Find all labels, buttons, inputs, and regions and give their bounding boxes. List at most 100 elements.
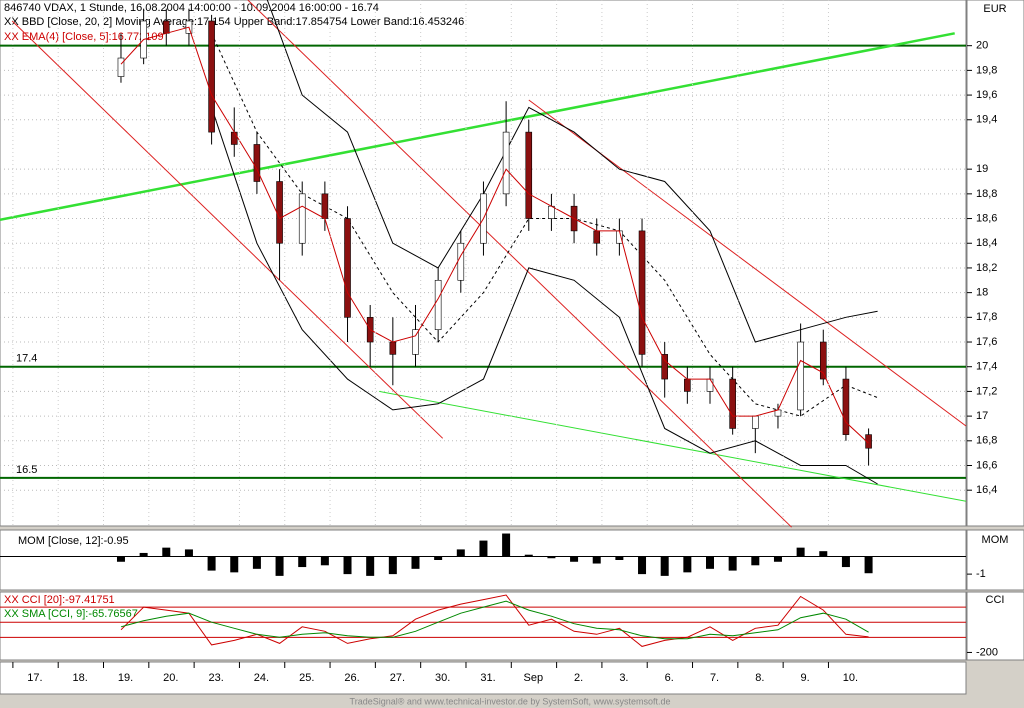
mom-bar	[841, 556, 850, 568]
y-tick-label: 16,4	[976, 484, 997, 496]
candle-body	[548, 205, 555, 219]
x-tick-label: 10.	[843, 672, 858, 684]
x-tick-label: 23.	[208, 672, 223, 684]
candle-body	[525, 131, 533, 219]
mom-bar	[773, 556, 782, 562]
candle-body	[684, 378, 691, 392]
mom-bar	[819, 551, 828, 557]
y-tick-label: 19,4	[976, 114, 997, 126]
axis-label: MOM	[982, 534, 1009, 546]
level-label: 17.4	[16, 353, 37, 365]
y-tick-label: -1	[976, 568, 986, 580]
trend-line	[11, 20, 444, 439]
mom-bar	[275, 556, 284, 576]
x-tick-label: 17.	[27, 672, 42, 684]
cci-axis	[966, 591, 1024, 661]
mom-bar	[796, 547, 805, 557]
y-tick-label: 17	[976, 410, 988, 422]
x-tick-label: Sep	[524, 672, 544, 684]
mom-bar	[252, 556, 261, 569]
bands-legend: XX BBD [Close, 20, 2] Moving Average:17.…	[4, 16, 464, 28]
mom-bar	[343, 556, 352, 575]
candle-body	[321, 193, 329, 219]
mom-bar	[388, 556, 397, 575]
price-panel	[0, 0, 967, 527]
y-tick-label: 18,8	[976, 188, 997, 200]
mom-legend: MOM [Close, 12]:-0.95	[18, 535, 129, 547]
candle-body	[117, 57, 125, 77]
candle-body	[434, 279, 442, 330]
trend-line	[0, 32, 955, 222]
mom-bar	[706, 556, 715, 569]
cci-panel	[0, 591, 967, 661]
mom-bar	[660, 556, 669, 576]
mom-bar	[230, 556, 239, 573]
level-label: 16.5	[16, 464, 37, 476]
x-tick-label: 26.	[344, 672, 359, 684]
mom-bar	[615, 556, 624, 560]
x-tick-label: 7.	[710, 672, 719, 684]
mom-bar	[162, 547, 171, 557]
mom-bar	[502, 533, 511, 557]
y-tick-label: 18,6	[976, 212, 997, 224]
candle-body	[412, 329, 419, 355]
mom-panel	[0, 529, 967, 591]
mom-bar	[298, 556, 307, 568]
axis-label: EUR	[983, 3, 1006, 15]
y-tick-label: 17,2	[976, 385, 997, 397]
mom-bar	[592, 556, 601, 564]
x-tick-label: 3.	[619, 672, 628, 684]
cci-legend: XX CCI [20]:-97.41751	[4, 594, 115, 606]
mom-bar	[207, 556, 216, 571]
mom-bar	[434, 556, 443, 560]
mom-bar	[547, 556, 556, 559]
bollinger-upper	[266, 0, 878, 343]
y-tick-label: 19,8	[976, 64, 997, 76]
ema-line	[120, 26, 869, 444]
y-tick-label: 16,8	[976, 435, 997, 447]
candle-body	[661, 354, 668, 380]
mom-bar	[411, 556, 420, 569]
candle-body	[593, 230, 601, 244]
bollinger-lower	[211, 107, 878, 485]
candle-body	[162, 20, 170, 34]
x-tick-label: 24.	[254, 672, 269, 684]
mom-bar	[524, 554, 533, 557]
x-tick-label: 2.	[574, 672, 583, 684]
x-tick-label: 25.	[299, 672, 314, 684]
x-tick-label: 18.	[73, 672, 88, 684]
date-axis	[0, 661, 967, 695]
y-tick-label: 18	[976, 287, 988, 299]
x-tick-label: 9.	[801, 672, 810, 684]
cci-line	[120, 600, 869, 640]
candle-body	[253, 144, 261, 182]
candle-body	[230, 131, 238, 145]
candle-body	[752, 415, 759, 429]
y-tick-label: 17,6	[976, 336, 997, 348]
mom-axis	[966, 529, 1024, 591]
y-tick-label: 17,4	[976, 361, 997, 373]
y-tick-label: -200	[976, 646, 998, 658]
y-tick-label: 19	[976, 163, 988, 175]
x-tick-label: 8.	[755, 672, 764, 684]
mom-bar	[116, 556, 125, 562]
mom-bar	[570, 556, 579, 562]
mom-bar	[728, 556, 737, 571]
candle-body	[276, 181, 283, 244]
y-tick-label: 20	[976, 40, 988, 52]
candle-body	[842, 378, 850, 435]
candle-body	[638, 230, 646, 355]
x-tick-label: 27.	[390, 672, 405, 684]
candle-body	[298, 193, 306, 244]
y-tick-label: 16,6	[976, 459, 997, 471]
mom-bar	[184, 549, 193, 557]
ema-legend: XX EMA(4) [Close, 5]:16.772109	[4, 31, 164, 43]
x-tick-label: 6.	[665, 672, 674, 684]
candle-body	[729, 378, 736, 429]
y-tick-label: 19,6	[976, 89, 997, 101]
footer: TradeSignal® and www.technical-investor.…	[350, 696, 671, 706]
trend-line	[379, 390, 967, 502]
x-tick-label: 31.	[480, 672, 495, 684]
mom-bar	[456, 549, 465, 557]
